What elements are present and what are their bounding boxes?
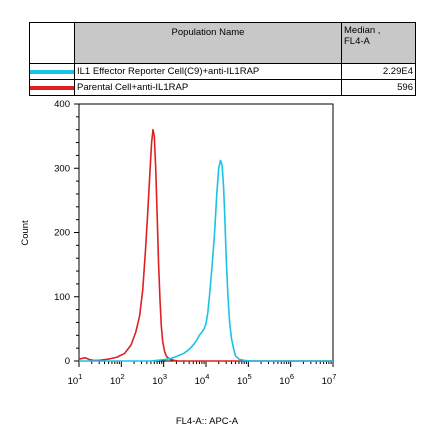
legend-header-median: Median , FL4-A [341, 22, 416, 64]
y-tick-label: 200 [54, 228, 70, 239]
x-tick-label: 101 [68, 372, 83, 387]
y-tick-label: 300 [54, 163, 70, 174]
y-tick-label: 400 [54, 99, 70, 110]
x-tick-label: 103 [152, 372, 167, 387]
y-tick-label: 0 [65, 356, 70, 367]
x-tick-label: 106 [279, 372, 294, 387]
series-line-effector [79, 159, 333, 362]
legend-header-median-line1: Median , [344, 25, 381, 36]
y-axis: 0 100 200 300 400 [54, 99, 79, 367]
x-axis-title: FL4-A:: APC-A [176, 416, 239, 427]
x-tick-label: 107 [322, 372, 337, 387]
x-axis: 101 102 103 104 105 106 107 [68, 361, 337, 387]
legend-header-median-line2: FL4-A [344, 36, 370, 47]
legend-row: IL1 Effector Reporter Cell(C9)+anti-IL1R… [29, 63, 416, 80]
legend-header-row: Population Name Median , FL4-A [29, 22, 416, 64]
legend-row-median: 596 [341, 79, 416, 96]
y-axis-title: Count [20, 220, 31, 246]
legend-row: Parental Cell+anti-IL1RAP 596 [29, 79, 416, 96]
legend-header-blank [29, 22, 75, 64]
legend-table: Population Name Median , FL4-A IL1 Effect… [29, 22, 416, 96]
x-tick-label: 104 [195, 372, 210, 387]
series-line-parental [78, 128, 333, 362]
legend-header-name: Population Name [74, 22, 342, 64]
series-layer [78, 128, 333, 362]
y-tick-label: 100 [54, 292, 70, 303]
legend-swatch-blue [30, 69, 74, 74]
x-tick-label: 102 [110, 372, 125, 387]
x-tick-label: 105 [237, 372, 252, 387]
legend-swatch-red [30, 85, 74, 90]
legend-row-name: Parental Cell+anti-IL1RAP [74, 79, 342, 96]
